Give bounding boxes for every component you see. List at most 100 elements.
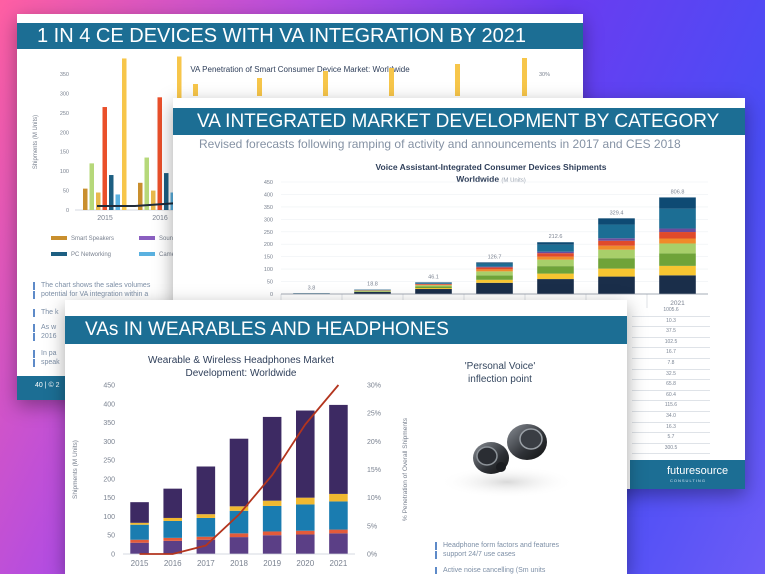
bar-segment [329, 404, 348, 494]
callout-line-1: 'Personal Voice' [464, 361, 536, 372]
table-cell: 37.5 [632, 327, 710, 338]
bar [257, 78, 262, 96]
bullet-1: Headphone form factors and features [435, 542, 559, 550]
bar-segment [262, 535, 282, 554]
bar-segment [476, 267, 513, 270]
slide-middle-title: VA INTEGRATED MARKET DEVELOPMENT BY CATE… [197, 111, 720, 132]
y-tick-label: 350 [60, 72, 69, 78]
bar [193, 84, 198, 96]
bar-segment [537, 244, 574, 252]
bar-segment [329, 533, 348, 554]
body-line: As w [32, 324, 57, 332]
y-tick-label: 150 [60, 150, 69, 156]
bar-segment [296, 504, 315, 531]
y-tick-label: 350 [103, 420, 115, 427]
bar-segment [476, 269, 513, 272]
page-number: 40 | © 2 [35, 382, 60, 389]
y-tick-label: 300 [60, 91, 69, 97]
shadow-shape [439, 466, 575, 498]
bar-segment [262, 505, 282, 532]
chart-title: Wearable & Wireless Headphones Market [148, 355, 334, 366]
data-label: 3.8 [308, 285, 316, 291]
bar-segment [415, 289, 452, 294]
y-tick-label: 250 [264, 230, 273, 236]
bar-segment [130, 522, 149, 525]
data-table: 1005.6 10.3 37.5 102.5 16.7 7.8 32.5 65.8 60.4 11… [632, 306, 710, 455]
y2-axis-label: % Penetration of Overall Shipments [402, 417, 409, 521]
bar-segment [598, 245, 635, 250]
chart-subtitle-unit: (M Units) [501, 178, 525, 184]
bar-segment [130, 542, 149, 554]
legend-swatch [51, 236, 67, 240]
bar-segment [537, 253, 574, 257]
table-cell: 65.8 [632, 380, 710, 391]
bar-segment [537, 273, 574, 280]
bar-segment [476, 263, 513, 267]
bar [83, 188, 88, 210]
bar-segment [415, 288, 452, 290]
body-line: The chart shows the sales volumes [32, 282, 151, 290]
bar-segment [296, 534, 315, 554]
body-line: In pa [33, 350, 57, 358]
legend-swatch [139, 236, 155, 240]
bar-segment [229, 438, 249, 507]
body-line: potential for VA integration within a [32, 291, 149, 299]
y-tick-label: 300 [264, 217, 273, 223]
bar-segment [537, 242, 574, 245]
bar-segment [163, 537, 182, 541]
bar-segment [476, 275, 513, 280]
y-tick-label: 350 [264, 205, 273, 211]
y2-tick-label: 0% [367, 552, 377, 559]
bar-segment [130, 524, 149, 540]
body-line: The k [33, 309, 59, 317]
logo-box: futuresource CONSULTING [630, 460, 745, 489]
chart-va-devices: Voice Assistant-Integrated Consumer Devi… [264, 162, 708, 308]
bar-segment [229, 533, 249, 538]
legend-swatch [51, 252, 67, 256]
bar [115, 194, 120, 210]
earbud-left-face [476, 446, 498, 466]
y-tick-label: 50 [107, 533, 115, 540]
table-cell: 1005.6 [632, 306, 710, 317]
x-tick-label: 2018 [230, 559, 248, 568]
y2-tick-label: 25% [367, 411, 381, 418]
bar [109, 175, 114, 210]
chart-subtitle: Worldwide (M Units) [456, 174, 526, 184]
bar-segment [262, 416, 282, 501]
legend-label: Smart Speakers [71, 236, 114, 242]
table-cell: 60.4 [632, 391, 710, 402]
bar-segment [537, 256, 574, 260]
bar-segment [415, 285, 452, 287]
table-cell: 7.8 [632, 359, 710, 370]
x-tick-label: 2019 [263, 559, 281, 568]
legend-label: Came [159, 252, 176, 258]
y-tick-label: 0 [111, 552, 115, 559]
penetration-line [139, 384, 340, 555]
bar-segment [229, 537, 249, 554]
y-tick-label: 250 [60, 111, 69, 117]
bar [96, 192, 101, 210]
y2-tick-label: 10% [367, 495, 381, 502]
bar [164, 173, 169, 210]
bullet-1-cont: support 24/7 use cases [434, 551, 516, 559]
bar-segment [659, 253, 696, 266]
callout: 'Personal Voice' inflection point [445, 360, 555, 386]
table-cell: 34.0 [632, 412, 710, 423]
bar-segment [196, 517, 216, 537]
y-tick-label: 50 [267, 280, 273, 286]
bar-segment [598, 224, 635, 239]
x-tick-label: 2015 [131, 559, 149, 568]
bar [89, 163, 94, 210]
bar [157, 97, 162, 210]
bar-segment [229, 506, 249, 511]
y-tick-label: 400 [264, 192, 273, 198]
bar-segment [229, 510, 249, 534]
earbud-right-face [519, 428, 543, 450]
bar-segment [130, 502, 149, 523]
y2-tick-label: 30% [367, 383, 381, 390]
slide-back-title-bar: 1 IN 4 CE DEVICES WITH VA INTEGRATION BY… [17, 23, 583, 49]
body-line: 2016 [33, 333, 57, 341]
bar-segment [329, 501, 348, 530]
bar-segment [598, 249, 635, 259]
body-line: speak [33, 359, 60, 367]
